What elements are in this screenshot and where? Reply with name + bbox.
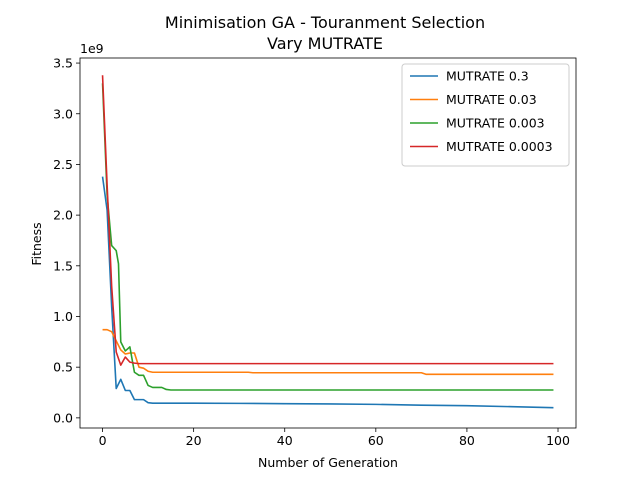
- legend-label-3: MUTRATE 0.003: [446, 116, 545, 131]
- y-axis-label: Fitness: [29, 222, 44, 265]
- chart-subtitle: Vary MUTRATE: [267, 34, 383, 53]
- legend-box: [401, 63, 570, 167]
- legend-label-1: MUTRATE 0.3: [446, 69, 529, 84]
- series-line-4: [101, 75, 554, 366]
- y-tick-label: 2.5: [53, 157, 73, 172]
- legend: MUTRATE 0.3 MUTRATE 0.03 MUTRATE 0.003 MUTR…: [401, 63, 570, 167]
- y-tick-label: 1.5: [53, 258, 73, 273]
- x-tick-label: 20: [186, 433, 202, 448]
- plot-area: 0 20 40 60 80 100 0.0 0.5 1.0 1.5 2.0 2.5 3.0 3.5: [53, 56, 577, 448]
- x-tick-label: 40: [277, 433, 293, 448]
- x-tick-label: 80: [459, 433, 475, 448]
- y-tick-label: 1.0: [53, 309, 73, 324]
- y-tick-label: 0.5: [53, 360, 73, 375]
- legend-label-2: MUTRATE 0.03: [446, 92, 537, 107]
- series-line-2: [102, 328, 554, 376]
- y-tick-label: 3.5: [53, 56, 73, 71]
- x-tick-label: 100: [546, 433, 570, 448]
- legend-label-4: MUTRATE 0.0003: [446, 139, 553, 154]
- chart-title: Minimisation GA - Touranment Selection: [165, 13, 485, 32]
- series-line-1: [101, 176, 554, 409]
- series-line-3: [101, 83, 554, 391]
- y-tick-label: 0.0: [53, 410, 73, 425]
- x-tick-label: 0: [99, 433, 107, 448]
- axes-frame: [79, 57, 577, 429]
- y-tick-label: 3.0: [53, 106, 73, 121]
- y-tick-label: 2.0: [53, 208, 73, 223]
- y-offset-label: 1e9: [80, 41, 104, 56]
- x-tick-label: 60: [368, 433, 384, 448]
- x-axis-label: Number of Generation: [258, 455, 398, 470]
